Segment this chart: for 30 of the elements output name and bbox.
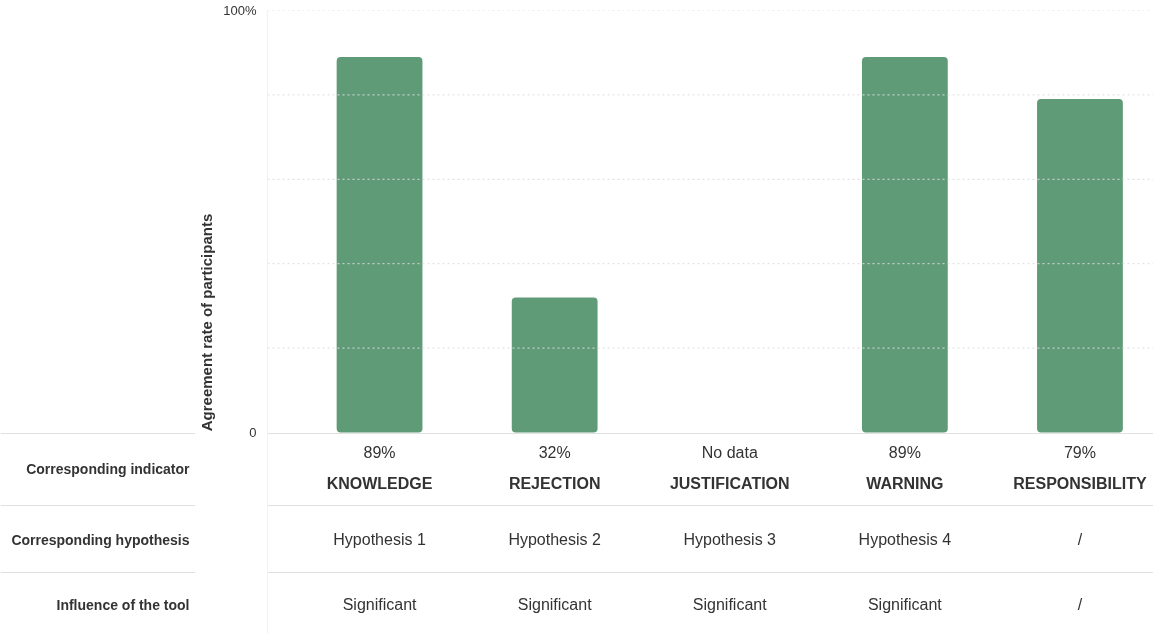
text: Hypothesis 2	[508, 531, 602, 548]
bar	[511, 297, 598, 433]
data-label: 89%	[363, 444, 396, 461]
bar	[861, 56, 948, 433]
x-tick-label: JUSTIFICATION	[669, 475, 790, 492]
x-tick-label: KNOWLEDGE	[326, 475, 433, 492]
text: Significant	[517, 596, 593, 613]
text: /	[1077, 531, 1083, 548]
x-tick-label: WARNING	[866, 475, 944, 492]
text: Significant	[342, 596, 418, 613]
y-axis-title: Agreement rate of participants	[198, 213, 216, 432]
bar	[1037, 99, 1123, 433]
text: Significant	[692, 596, 768, 613]
text: Hypothesis 4	[858, 531, 952, 548]
bar	[336, 56, 423, 433]
x-tick-label: REJECTION	[508, 475, 601, 492]
text: /	[1077, 596, 1083, 613]
data-label: 89%	[888, 444, 921, 461]
y-tick-label: 100%	[223, 3, 257, 18]
text: Hypothesis 1	[333, 531, 426, 548]
text: Influence of the tool	[56, 596, 190, 613]
x-tick-label: RESPONSIBILITY	[1013, 475, 1147, 492]
y-tick-label: 0	[249, 425, 257, 440]
text: Significant	[867, 596, 943, 613]
text: Hypothesis 3	[683, 531, 777, 548]
text: No data	[701, 444, 758, 461]
data-label: 79%	[1063, 444, 1096, 461]
text: Corresponding hypothesis	[11, 531, 190, 548]
text: Corresponding indicator	[26, 460, 191, 477]
data-label: 32%	[538, 444, 571, 461]
